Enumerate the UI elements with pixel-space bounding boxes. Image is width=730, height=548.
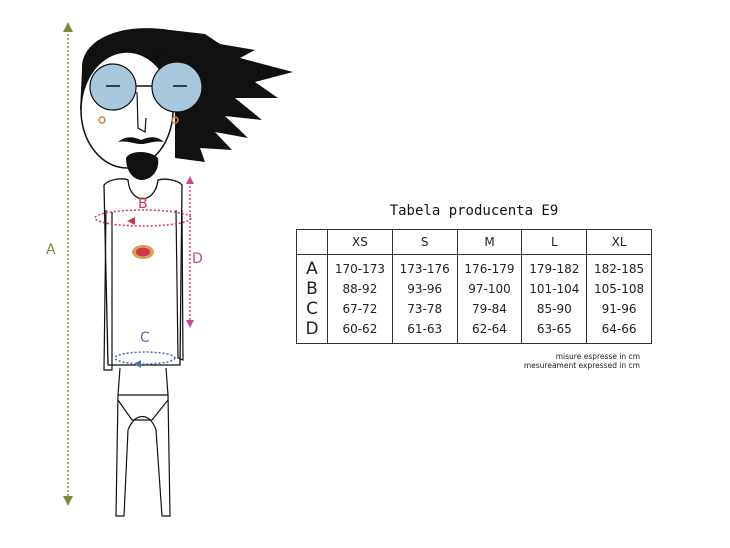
height-arrow	[63, 22, 73, 506]
table-cell: 62-64	[456, 319, 523, 344]
table-cell: 79-84	[456, 299, 523, 319]
table-header-row: XS S M L XL	[296, 229, 652, 255]
glasses-right	[151, 61, 203, 113]
label-a: A	[46, 242, 56, 258]
label-d: D	[192, 251, 203, 267]
person-illustration: A B	[46, 22, 293, 517]
torso-length-arrow	[186, 176, 194, 328]
table-row: B 88-92 93-96 97-100 101-104 105-108	[296, 279, 652, 299]
table-cell: 105-108	[586, 279, 652, 299]
size-table: XS S M L XL A 170-173 173-176 176-179 179-18…	[296, 229, 652, 344]
row-label: C	[296, 299, 328, 319]
column-header: M	[456, 229, 523, 255]
label-b: B	[138, 196, 148, 212]
table-cell: 170-173	[327, 254, 393, 279]
row-label: A	[296, 254, 328, 279]
column-header: XL	[586, 229, 652, 255]
table-cell: 182-185	[586, 254, 652, 279]
waist-measure-ellipse	[114, 351, 176, 368]
column-header: XS	[327, 229, 393, 255]
table-cell: 179-182	[521, 254, 588, 279]
note-en: mesureament expressed in cm	[523, 361, 640, 370]
row-label: B	[296, 279, 328, 299]
table-cell: 60-62	[327, 319, 393, 344]
table-cell: 85-90	[521, 299, 588, 319]
chart-title: Tabela producenta E9	[389, 203, 559, 219]
table-cell: 73-78	[391, 299, 458, 319]
glasses-left	[89, 63, 137, 111]
table-cell: 63-65	[521, 319, 588, 344]
units-note: misure espresse in cm mesureament expres…	[480, 352, 640, 370]
table-cell: 91-96	[586, 299, 652, 319]
table-cell: 61-63	[391, 319, 458, 344]
label-c: C	[140, 330, 150, 346]
table-cell: 176-179	[456, 254, 523, 279]
table-row: A 170-173 173-176 176-179 179-182 182-185	[296, 254, 652, 279]
column-header: S	[391, 229, 458, 255]
table-row: D 60-62 61-63 62-64 63-65 64-66	[296, 319, 652, 344]
table-row: C 67-72 73-78 79-84 85-90 91-96	[296, 299, 652, 319]
table-cell: 97-100	[456, 279, 523, 299]
note-it: misure espresse in cm	[555, 352, 640, 361]
column-header	[296, 229, 328, 255]
table-cell: 101-104	[521, 279, 588, 299]
column-header: L	[521, 229, 588, 255]
row-label: D	[296, 319, 328, 344]
table-cell: 173-176	[391, 254, 458, 279]
table-cell: 67-72	[327, 299, 393, 319]
chest-measure-ellipse	[94, 209, 192, 227]
table-cell: 88-92	[327, 279, 393, 299]
table-cell: 64-66	[586, 319, 652, 344]
table-cell: 93-96	[391, 279, 458, 299]
